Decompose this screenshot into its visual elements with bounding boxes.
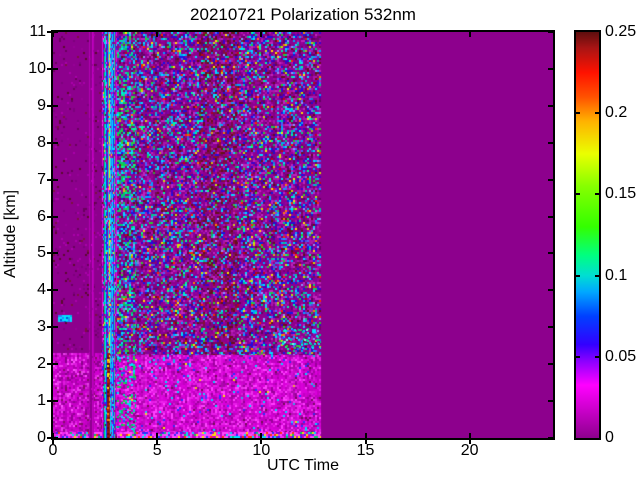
x-axis-label: UTC Time	[267, 457, 339, 474]
y-tick-label: 9	[37, 96, 46, 114]
y-tick-mark	[548, 178, 553, 181]
y-tick-mark	[53, 437, 58, 439]
y-tick-mark	[548, 31, 553, 33]
x-tick-mark	[52, 440, 54, 444]
x-tick-mark	[364, 433, 367, 438]
y-tick-label: 1	[37, 392, 46, 410]
x-tick-mark	[260, 433, 263, 438]
y-tick-mark	[53, 252, 58, 255]
y-tick-label: 0	[37, 429, 46, 446]
colorbar-tick-label: 0.1	[605, 266, 628, 284]
colorbar-tick-mark	[595, 193, 599, 196]
colorbar-tick-mark	[595, 112, 599, 115]
y-tick-label: 2	[37, 355, 46, 373]
y-tick-label: 7	[37, 170, 46, 188]
x-tick-label: 15	[356, 442, 375, 459]
colorbar-tick-label: 0.15	[605, 185, 637, 203]
y-tick-mark	[47, 363, 51, 366]
y-tick-mark	[548, 437, 553, 439]
y-tick-label: 4	[37, 281, 46, 299]
y-tick-mark	[53, 104, 58, 107]
x-tick-label: 5	[152, 442, 162, 459]
x-tick-mark	[156, 433, 159, 438]
x-tick-mark	[156, 440, 159, 444]
y-tick-mark	[548, 400, 553, 403]
colorbar-tick-label: 0	[605, 429, 614, 446]
colorbar-tick-label: 0.25	[605, 23, 637, 40]
x-tick-mark	[52, 32, 54, 37]
x-tick-mark	[364, 32, 367, 37]
y-tick-mark	[47, 400, 51, 403]
x-tick-mark	[468, 433, 471, 438]
colorbar-tick-mark	[595, 355, 599, 358]
chart-title: 20210721 Polarization 532nm	[190, 5, 416, 24]
x-tick-mark	[156, 32, 159, 37]
colorbar-tick-label: 0.2	[605, 104, 628, 122]
colorbar-tick-mark	[576, 112, 580, 115]
y-tick-label: 6	[37, 207, 46, 225]
y-tick-mark	[53, 400, 58, 403]
y-tick-mark	[548, 326, 553, 329]
plot-frame	[51, 30, 555, 440]
y-tick-mark	[548, 252, 553, 255]
y-tick-mark	[47, 437, 51, 439]
x-tick-mark	[468, 32, 471, 37]
y-tick-mark	[47, 31, 51, 33]
y-tick-mark	[53, 363, 58, 366]
y-tick-mark	[548, 67, 553, 70]
colorbar-tick-mark	[576, 193, 580, 196]
y-tick-mark	[47, 67, 51, 70]
y-tick-mark	[53, 141, 58, 144]
heatmap-canvas	[53, 32, 553, 438]
colorbar-frame	[574, 30, 601, 440]
y-tick-mark	[53, 31, 58, 33]
y-tick-mark	[53, 178, 58, 181]
y-tick-mark	[548, 363, 553, 366]
y-tick-mark	[47, 141, 51, 144]
y-tick-label: 11	[29, 23, 46, 40]
x-tick-label: 10	[252, 442, 271, 459]
x-tick-mark	[52, 433, 54, 438]
y-tick-mark	[47, 289, 51, 292]
y-tick-mark	[548, 104, 553, 107]
y-tick-mark	[53, 289, 58, 292]
y-tick-label: 5	[37, 244, 46, 262]
y-tick-mark	[47, 252, 51, 255]
colorbar-tick-label: 0.05	[605, 347, 637, 365]
x-tick-mark	[364, 440, 367, 444]
y-tick-mark	[47, 104, 51, 107]
y-tick-mark	[53, 326, 58, 329]
y-tick-label: 8	[37, 133, 46, 151]
y-tick-mark	[548, 141, 553, 144]
colorbar-tick-mark	[576, 274, 580, 277]
y-tick-label: 10	[28, 59, 46, 77]
y-tick-mark	[47, 178, 51, 181]
y-tick-mark	[53, 215, 58, 218]
y-tick-mark	[53, 67, 58, 70]
x-tick-mark	[468, 440, 471, 444]
y-axis-label: Altitude [km]	[2, 189, 19, 279]
y-tick-mark	[47, 326, 51, 329]
x-tick-mark	[260, 32, 263, 37]
colorbar-tick-mark	[576, 355, 580, 358]
y-tick-mark	[47, 215, 51, 218]
x-tick-label: 0	[48, 442, 58, 459]
colorbar-gradient	[576, 32, 599, 438]
y-tick-label: 3	[37, 318, 46, 336]
y-tick-mark	[548, 289, 553, 292]
x-tick-mark	[260, 440, 263, 444]
y-tick-mark	[548, 215, 553, 218]
colorbar-tick-mark	[595, 274, 599, 277]
x-tick-label: 20	[460, 442, 479, 459]
